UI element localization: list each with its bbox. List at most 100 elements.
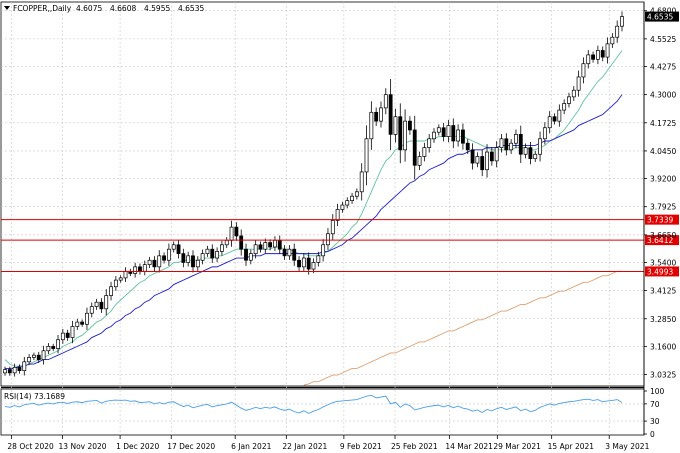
candle-body (123, 270, 128, 279)
candle-body (41, 350, 46, 360)
candle (451, 118, 456, 149)
candle-body (176, 244, 181, 254)
candle-body (393, 116, 398, 135)
candle (499, 133, 504, 153)
candle-body (557, 109, 562, 122)
candle (581, 57, 586, 84)
candle-body (379, 107, 383, 122)
candle (350, 192, 354, 204)
candle (219, 240, 224, 256)
candle (3, 366, 7, 376)
candle (191, 250, 195, 273)
candle-body (186, 255, 191, 263)
candle (133, 262, 138, 278)
candle-body (181, 253, 186, 263)
candle (591, 51, 595, 63)
rsi-label: RSI(14) 73.1689 (4, 392, 65, 401)
candle-body (253, 244, 258, 254)
candle-body (470, 149, 475, 164)
time-tick-label: 28 Oct 2020 (7, 442, 54, 451)
candle-body (80, 321, 85, 325)
candle (123, 267, 128, 282)
candle (277, 235, 282, 255)
candle (514, 129, 518, 149)
candle-body (113, 279, 118, 288)
rsi-indicator: 100 70 30 0 (1, 387, 665, 439)
candle (446, 119, 451, 143)
candle-body (70, 326, 75, 338)
candle-body (326, 233, 330, 246)
price-tick-label: 3.0325 (650, 371, 676, 380)
candle (253, 239, 258, 259)
candle (181, 248, 186, 268)
price-tick-label: 4.1725 (650, 119, 676, 128)
candle-body (17, 366, 22, 371)
candle-body (75, 321, 80, 327)
dropdown-triangle-icon[interactable] (4, 6, 10, 10)
candle (398, 103, 403, 164)
candle-body (552, 116, 557, 122)
candle-body (576, 76, 581, 91)
candle-body (99, 301, 104, 310)
candle-body (586, 54, 591, 65)
candle (422, 142, 427, 162)
moving-average-slow-line (303, 270, 622, 386)
level-price-tag (645, 266, 679, 277)
candle (528, 141, 533, 165)
rsi-panel-frame (0, 388, 645, 436)
candle (595, 45, 600, 65)
candle (138, 263, 142, 275)
candle (104, 289, 109, 316)
candle (326, 228, 330, 251)
candle-body (451, 125, 456, 142)
candle-body (147, 259, 152, 266)
candle-body (321, 244, 326, 257)
candle-body (109, 286, 113, 296)
candle-body (171, 244, 176, 250)
candle (359, 163, 364, 201)
time-tick-label: 17 Dec 2020 (167, 442, 215, 451)
horizontal-levels: 3.7339 3.6412 3.4993 (1, 214, 679, 277)
candle (562, 99, 567, 115)
candle-body (615, 25, 620, 38)
candle (393, 108, 398, 143)
candle-body (398, 116, 403, 151)
candle (210, 244, 215, 263)
candle-body (277, 240, 282, 250)
candle (157, 250, 162, 273)
candle (504, 133, 509, 156)
price-tick-label: 4.4275 (650, 62, 676, 71)
candle (166, 243, 171, 266)
candle-body (407, 120, 412, 131)
candle-body (335, 209, 340, 221)
candle (518, 125, 523, 163)
candle-body (446, 125, 451, 137)
candle (354, 188, 359, 200)
candle (215, 247, 220, 263)
candle-body (273, 240, 277, 248)
candle (224, 237, 229, 249)
candle (60, 329, 65, 344)
candle (311, 258, 316, 274)
candle (605, 37, 610, 64)
time-tick-label: 22 Jan 2021 (282, 442, 327, 451)
candle (147, 256, 152, 268)
price-tick-label: 4.5525 (650, 35, 676, 44)
candle-body (32, 354, 36, 358)
candle-body (610, 36, 615, 45)
level-price-tag (645, 214, 679, 225)
candle (229, 220, 234, 247)
candle-body (542, 127, 547, 140)
level-price-tag (645, 235, 679, 246)
candle-body (403, 120, 408, 151)
candle-body (287, 248, 292, 257)
candle (51, 343, 56, 352)
candle-body (374, 111, 379, 122)
candle-body (514, 134, 518, 144)
candle (441, 122, 446, 142)
candle-body (166, 248, 171, 261)
candle-body (157, 255, 162, 268)
candle (36, 351, 41, 363)
candle (509, 139, 514, 154)
